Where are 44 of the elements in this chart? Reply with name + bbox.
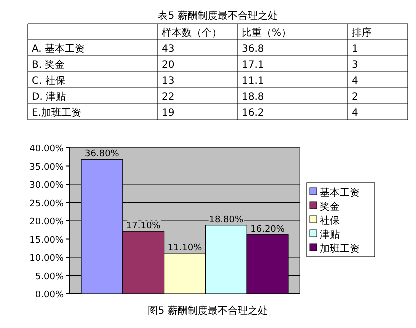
data-label: 13: [162, 76, 175, 87]
data-label: 4: [352, 76, 358, 87]
data-label: 17.1: [242, 60, 264, 71]
y-tick-label: 25.00%: [30, 199, 64, 210]
data-label: 3: [352, 60, 358, 71]
y-tick-label: 15.00%: [30, 236, 64, 246]
data-label: 1: [352, 44, 358, 55]
category-label: B. 奖金: [32, 59, 66, 71]
y-tick-label: 10.00%: [30, 254, 64, 264]
legend-label: 基本工资: [320, 187, 360, 199]
data-label: 18.8: [242, 92, 264, 103]
data-label: 4: [352, 108, 358, 119]
legend-label: 奖金: [320, 201, 340, 213]
data-label: 19: [162, 108, 175, 119]
y-tick-label: 5.00%: [35, 272, 64, 282]
data-label: 16.20%: [250, 224, 286, 235]
text: 比重（%）: [242, 27, 292, 39]
category-label: D. 津贴: [32, 91, 66, 103]
y-tick-label: 30.00%: [30, 181, 64, 191]
data-label: 36.8: [242, 44, 264, 55]
data-label: 20: [162, 60, 175, 71]
legend-label: 津贴: [320, 229, 340, 241]
text: 图5 薪酬制度最不合理之处: [148, 305, 268, 317]
data-label: 11.1: [242, 76, 264, 87]
category-label: A. 基本工资: [32, 43, 86, 55]
data-label: 22: [162, 92, 175, 103]
data-label: 17.10%: [126, 222, 162, 232]
y-tick-label: 35.00%: [30, 162, 64, 173]
category-label: E.加班工资: [32, 107, 82, 119]
data-label: 36.80%: [85, 150, 120, 160]
y-tick-label: 0.00%: [35, 290, 64, 300]
data-label: 11.10%: [168, 243, 203, 254]
text: 样本数（个）: [162, 27, 222, 39]
category-label: C. 社保: [32, 75, 66, 87]
data-label: 2: [352, 92, 358, 103]
text: 表5 薪酬制度最不合理之处: [158, 10, 278, 22]
data-label: 43: [162, 44, 175, 55]
data-label: 16.2: [242, 108, 264, 119]
legend-label: 加班工资: [320, 243, 360, 255]
y-tick-label: 40.00%: [30, 144, 64, 154]
legend-label: 社保: [320, 215, 340, 227]
y-tick-label: 20.00%: [30, 218, 64, 228]
data-label: 18.80%: [209, 215, 244, 226]
text: 排序: [352, 27, 372, 39]
